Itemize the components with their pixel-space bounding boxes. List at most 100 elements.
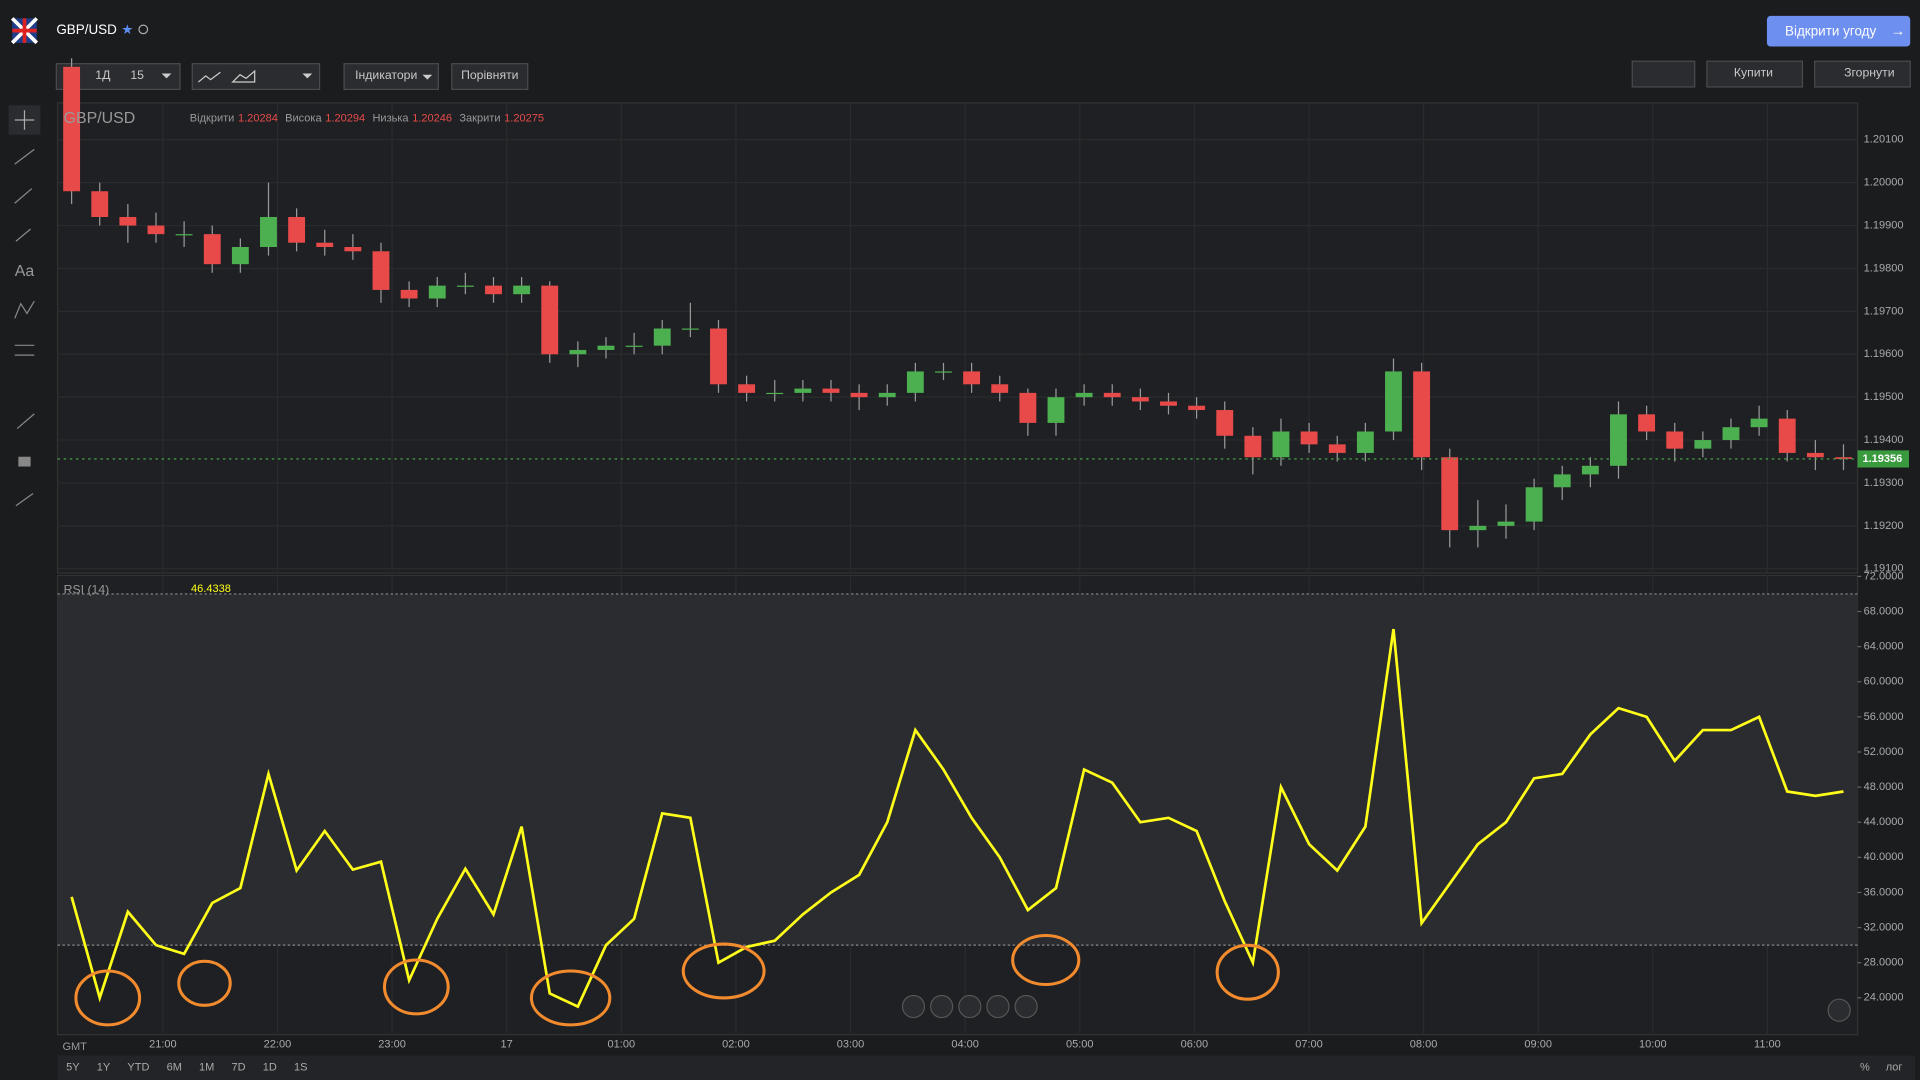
y-tick-label: 72.0000	[1864, 570, 1904, 582]
y-tick-label: 1.19600	[1864, 348, 1904, 360]
zoom-in[interactable]	[986, 994, 1010, 1019]
dropdown-arrow[interactable]	[422, 74, 433, 80]
dropdown-arrow[interactable]	[161, 73, 172, 79]
candle-body	[231, 247, 249, 265]
scale-button[interactable]: %	[1860, 1062, 1870, 1074]
drawing-tools[interactable]	[14, 148, 35, 507]
candle-body	[850, 392, 868, 398]
candle-body	[1328, 444, 1346, 453]
x-tick-label: 08:00	[1410, 1038, 1438, 1050]
interval-button[interactable]: 15	[130, 68, 144, 82]
arrow-icon[interactable]: →	[1891, 24, 1906, 40]
chart-type-icon[interactable]	[197, 69, 256, 83]
y-tick-label: 1.19300	[1864, 477, 1904, 489]
candle-body	[1413, 371, 1431, 458]
range-button[interactable]: 6M	[167, 1062, 182, 1074]
bottom-bar	[57, 1055, 1916, 1080]
candle-body	[738, 384, 756, 393]
dropdown-arrow[interactable]	[302, 73, 313, 79]
annotation-circle	[681, 942, 766, 1000]
candle-body	[1244, 435, 1262, 458]
range-button[interactable]: 5Y	[66, 1062, 80, 1074]
candle-body	[653, 328, 671, 346]
range-button[interactable]: 1M	[199, 1062, 214, 1074]
candle-body	[485, 285, 502, 295]
x-tick-label: 02:00	[722, 1038, 750, 1050]
last-price-tag	[1857, 450, 1909, 468]
compare-button[interactable]	[451, 63, 529, 90]
text-tool[interactable]: Aa	[15, 263, 35, 280]
y-tick-label: 1.19200	[1864, 520, 1904, 532]
candle-body	[1778, 418, 1796, 453]
candle-body	[316, 242, 334, 248]
ohlc-label: Низька	[372, 113, 409, 125]
y-tick-label: 1.20100	[1864, 134, 1904, 146]
zoom-out[interactable]	[930, 994, 954, 1019]
nav-left[interactable]	[901, 994, 926, 1019]
range-button[interactable]: 1D	[263, 1062, 277, 1074]
x-tick-label: 11:00	[1754, 1038, 1781, 1050]
y-tick-label: 1.19500	[1864, 391, 1904, 403]
candle-body	[1441, 457, 1459, 531]
x-tick-label: 17	[501, 1038, 513, 1050]
left-toolbar: Aa	[8, 105, 41, 507]
candle-body	[991, 384, 1009, 393]
candle-body	[1666, 431, 1684, 449]
ohlc-value: 1.20246	[412, 113, 452, 125]
range-button[interactable]: 1S	[294, 1062, 307, 1074]
symbol[interactable]: GBP/USD	[56, 22, 117, 37]
search-icon[interactable]	[138, 24, 149, 35]
candle-body	[456, 285, 474, 287]
x-tick-label: 06:00	[1181, 1038, 1209, 1050]
interval-button[interactable]: 1Д	[95, 68, 111, 82]
reset[interactable]	[958, 994, 982, 1019]
compare-label[interactable]: Порівняти	[461, 68, 518, 82]
y-tick-label: 64.0000	[1864, 641, 1904, 653]
y-tick-label: 52.0000	[1864, 746, 1904, 758]
y-tick-label: 28.0000	[1864, 957, 1904, 969]
indicators-label[interactable]: Індикатори	[355, 68, 417, 82]
candle-body	[1525, 487, 1543, 522]
annotations	[74, 933, 1280, 1027]
range-button[interactable]: 1Y	[97, 1062, 111, 1074]
lock-tool[interactable]	[18, 456, 31, 467]
open-trade-label[interactable]: Відкрити угоду	[1785, 23, 1876, 38]
x-tick-label: 10:00	[1639, 1038, 1667, 1050]
ohlc-label: Закрити	[459, 113, 500, 125]
collapse-button[interactable]	[1814, 60, 1911, 88]
x-tick-label: 09:00	[1524, 1038, 1552, 1050]
ohlc-label: Висока	[285, 113, 322, 125]
candle-body	[1553, 474, 1571, 488]
candle-body	[288, 216, 306, 243]
candle-body	[147, 225, 165, 235]
annotation-circle	[74, 969, 142, 1027]
y-tick-label: 1.19400	[1864, 434, 1904, 446]
candle-body	[428, 285, 446, 299]
chart-type-group[interactable]	[191, 63, 321, 90]
range-button[interactable]: 7D	[231, 1062, 245, 1074]
nav-right[interactable]	[1014, 994, 1038, 1019]
x-tick-label: 07:00	[1295, 1038, 1323, 1050]
candle-body	[625, 345, 643, 347]
y-tick-label: 40.0000	[1864, 851, 1904, 863]
candle-body	[1300, 431, 1318, 445]
scale-button[interactable]: лог	[1886, 1062, 1903, 1074]
x-tick-label: 05:00	[1066, 1038, 1094, 1050]
indicators-button[interactable]	[343, 63, 439, 90]
candle-body	[1272, 431, 1290, 458]
price-legend: GBP/USD	[64, 110, 136, 127]
direction-button[interactable]	[1631, 60, 1696, 88]
candle-body	[1019, 392, 1037, 423]
annotation-circle	[529, 969, 612, 1027]
crosshair-icon	[14, 110, 35, 130]
y-tick-label: 1.19700	[1864, 305, 1904, 317]
candle-body	[935, 371, 952, 373]
play[interactable]	[1827, 998, 1851, 1022]
buy-label[interactable]: Купити	[1734, 66, 1773, 80]
buy-button[interactable]	[1706, 60, 1804, 88]
collapse-label[interactable]: Згорнути	[1844, 66, 1895, 80]
open-trade-button[interactable]	[1766, 15, 1911, 47]
ohlc-value: 1.20294	[325, 113, 365, 125]
favorite-star[interactable]: ★	[121, 22, 133, 37]
range-button[interactable]: YTD	[127, 1062, 149, 1074]
